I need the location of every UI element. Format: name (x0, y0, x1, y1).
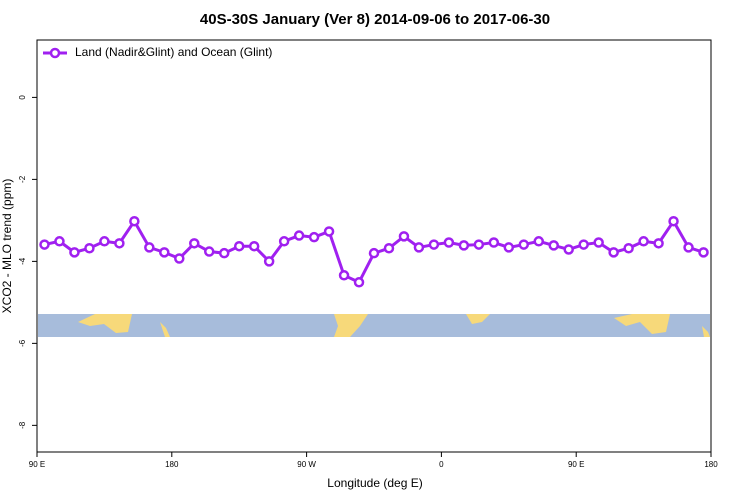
data-point (533, 236, 545, 247)
y-tick-label: -8 (18, 421, 27, 429)
data-point (323, 226, 335, 237)
legend-label: Land (Nadir&Glint) and Ocean (Glint) (75, 45, 272, 59)
data-point (248, 240, 260, 252)
data-point (129, 215, 140, 227)
data-point (338, 270, 350, 281)
data-point (84, 243, 95, 254)
data-point (174, 253, 185, 264)
data-point (638, 236, 649, 247)
data-point (293, 230, 305, 241)
data-point (203, 246, 215, 257)
data-point (578, 239, 589, 250)
data-point (233, 240, 245, 252)
y-tick-label: -2 (18, 175, 27, 183)
y-axis-label: XCO2 - MLO trend (ppm) (0, 179, 14, 314)
data-point (39, 239, 50, 250)
data-point (353, 277, 365, 288)
data-point (473, 239, 485, 250)
data-point (54, 236, 65, 247)
data-point (503, 242, 515, 253)
data-point (308, 231, 320, 243)
data-point (488, 237, 500, 248)
x-tick-label: 90 W (297, 460, 316, 469)
data-point (159, 247, 170, 258)
data-point (458, 240, 470, 251)
data-point (278, 236, 290, 247)
data-point (413, 242, 425, 253)
data-point (114, 238, 125, 249)
data-point (263, 256, 275, 267)
plot-frame (36, 39, 712, 453)
legend-marker (49, 47, 61, 59)
data-point (683, 242, 694, 253)
data-point (548, 240, 559, 251)
data-point (428, 239, 440, 250)
data-point (563, 244, 574, 255)
data-point (518, 239, 530, 250)
data-point (443, 237, 455, 248)
data-point (368, 247, 380, 259)
data-point (653, 238, 664, 249)
y-tick-label: 0 (18, 95, 27, 100)
y-tick-label: -6 (18, 339, 27, 347)
data-point (69, 247, 80, 258)
data-point (623, 243, 634, 254)
y-tick-label: -4 (18, 257, 27, 265)
x-axis-label: Longitude (deg E) (327, 476, 422, 490)
data-point (383, 243, 395, 254)
x-tick-label: 90 E (568, 460, 584, 469)
data-point (189, 238, 200, 249)
data-point (218, 247, 230, 259)
x-tick-label: 0 (439, 460, 444, 469)
data-point (398, 231, 410, 242)
x-tick-label: 180 (165, 460, 179, 469)
map-strip (38, 314, 710, 337)
data-point (99, 236, 110, 247)
data-point (698, 247, 709, 258)
x-tick-label: 90 E (29, 460, 45, 469)
chart-title: 40S-30S January (Ver 8) 2014-09-06 to 20… (200, 11, 550, 28)
data-point (668, 215, 679, 227)
x-tick-label: 180 (704, 460, 718, 469)
data-point (608, 247, 619, 258)
data-point (593, 237, 604, 248)
data-point (144, 242, 155, 253)
